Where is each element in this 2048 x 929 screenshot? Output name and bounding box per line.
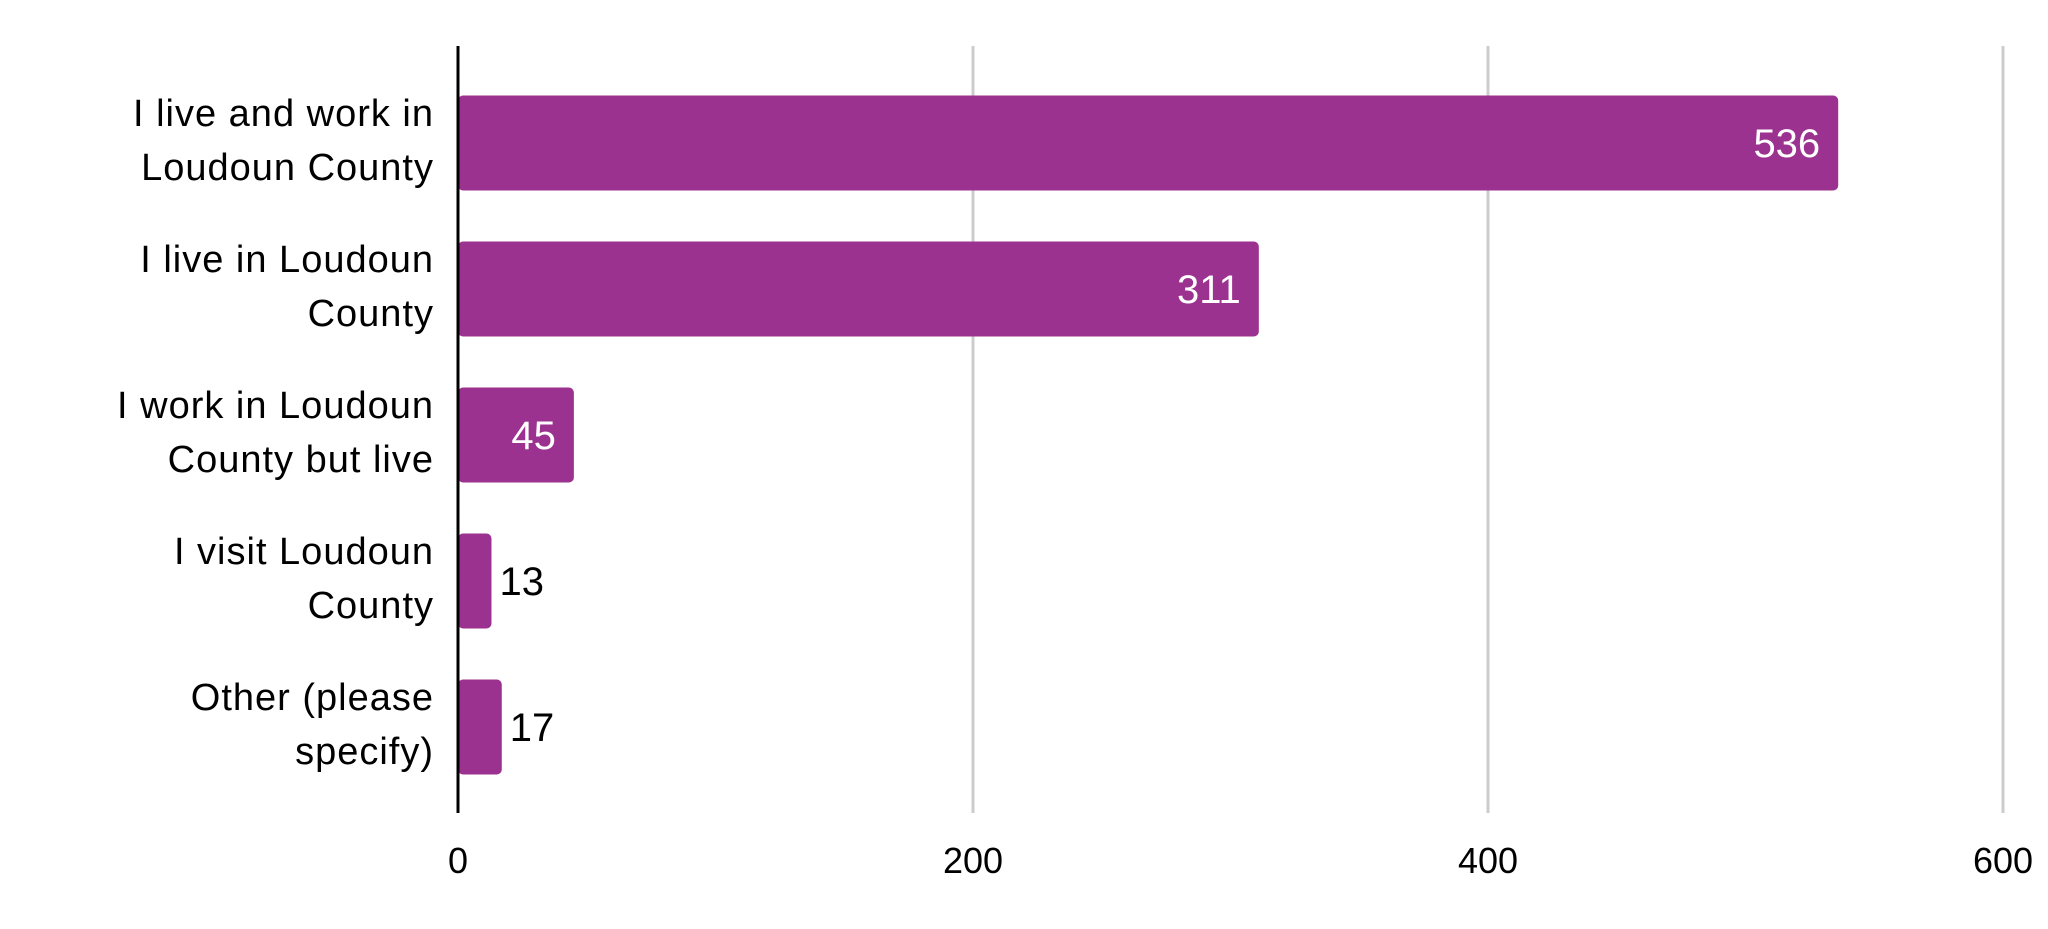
value-label-3: 13 xyxy=(499,560,543,604)
category-label-line: I work in Loudoun xyxy=(117,385,434,427)
value-label-1: 311 xyxy=(1177,268,1241,312)
x-tick-label-400: 400 xyxy=(1458,840,1518,881)
x-tick-label-600: 600 xyxy=(1973,840,2033,881)
value-labels: 536 311 45 13 17 xyxy=(499,122,1820,750)
bar-3 xyxy=(458,533,492,629)
category-label-3: I visit Loudoun County xyxy=(174,531,434,627)
category-label-line: I visit Loudoun xyxy=(174,531,434,573)
bar-2 xyxy=(458,387,574,483)
category-label-0: I live and work in Loudoun County xyxy=(133,93,434,189)
category-label-line: Loudoun County xyxy=(141,147,434,189)
value-label-4: 17 xyxy=(510,706,555,750)
category-label-line: County xyxy=(308,585,434,627)
category-label-line: Other (please xyxy=(191,677,434,719)
category-label-line: County xyxy=(308,293,434,335)
bar-0 xyxy=(458,95,1839,191)
category-label-line: I live in Loudoun xyxy=(140,239,434,281)
category-label-1: I live in Loudoun County xyxy=(140,239,434,335)
bars xyxy=(458,95,1839,775)
category-label-4: Other (please specify) xyxy=(191,677,434,773)
category-label-line: specify) xyxy=(295,731,434,773)
bar-1 xyxy=(458,241,1259,337)
value-label-0: 536 xyxy=(1753,122,1820,166)
x-tick-label-0: 0 xyxy=(448,840,468,881)
category-label-line: I live and work in xyxy=(133,93,434,135)
value-label-2: 45 xyxy=(511,414,556,458)
category-label-line: County but live xyxy=(168,439,434,481)
category-labels: I live and work in Loudoun County I live i… xyxy=(117,93,434,773)
bar-4 xyxy=(458,679,502,775)
x-axis-tick-labels: 0 200 400 600 xyxy=(448,840,2033,881)
category-label-2: I work in Loudoun County but live xyxy=(117,385,434,481)
x-tick-label-200: 200 xyxy=(943,840,1003,881)
